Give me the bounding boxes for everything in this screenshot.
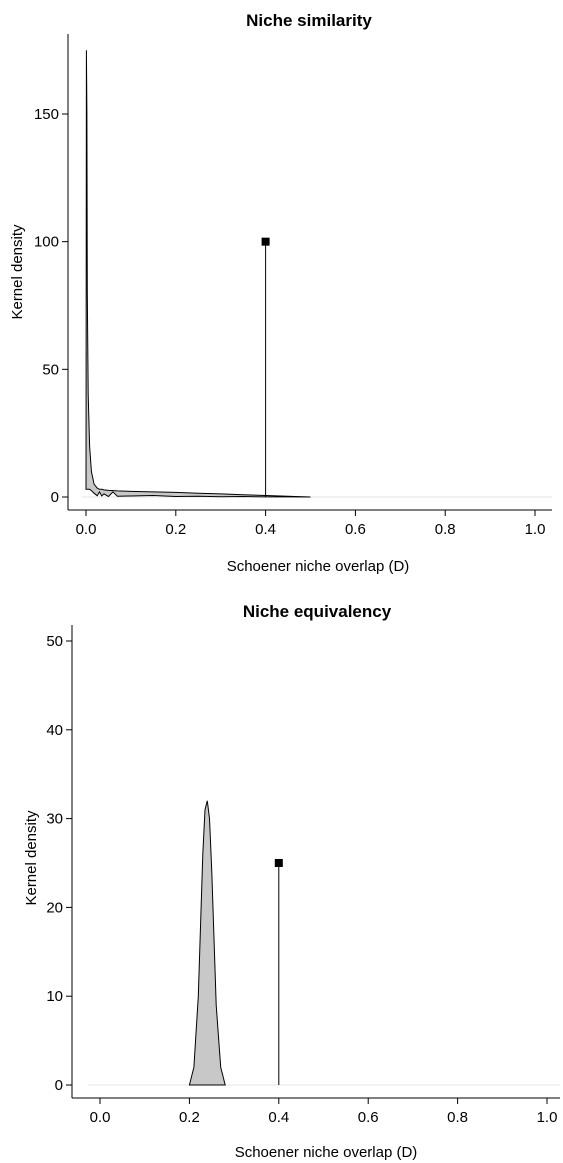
plot-area [82, 50, 552, 498]
y-tick-label: 20 [46, 899, 63, 916]
density-curve [85, 50, 311, 498]
y-tick-label: 30 [46, 811, 63, 828]
x-tick-label: 0.4 [255, 521, 276, 538]
x-tick-label: 0.6 [345, 521, 366, 538]
y-tick-label: 150 [34, 106, 59, 123]
x-axis-label: Schoener niche overlap (D) [235, 1144, 418, 1161]
y-axis-label: Kernel density [23, 810, 40, 906]
x-tick-label: 0.8 [447, 1109, 468, 1126]
x-tick-label: 1.0 [525, 521, 546, 538]
y-axis: 0 10 20 30 40 50 Kernel density [23, 625, 73, 1098]
chart-panel-niche-similarity: Niche similarity 0 50 100 150 Kernel densit… [0, 0, 563, 580]
x-axis-label: Schoener niche overlap (D) [227, 558, 410, 575]
x-tick-label: 0.0 [90, 1109, 111, 1126]
y-tick-label: 40 [46, 722, 63, 739]
y-tick-label: 10 [46, 988, 63, 1005]
x-tick-label: 0.0 [76, 521, 97, 538]
x-tick-label: 1.0 [537, 1109, 558, 1126]
y-axis: 0 50 100 150 Kernel density [9, 34, 69, 510]
x-tick-label: 0.2 [179, 1109, 200, 1126]
plot-area [88, 800, 560, 1086]
y-tick-label: 50 [42, 361, 59, 378]
x-axis: 0.0 0.2 0.4 0.6 0.8 1.0 Schoener niche overla… [68, 509, 552, 575]
x-tick-label: 0.4 [268, 1109, 289, 1126]
x-tick-label: 0.6 [358, 1109, 379, 1126]
x-axis: 0.0 0.2 0.4 0.6 0.8 1.0 Schoener niche overla… [72, 1097, 560, 1161]
chart-title: Niche equivalency [243, 602, 392, 621]
x-ticks: 0.0 0.2 0.4 0.6 0.8 1.0 [90, 1098, 558, 1126]
y-ticks: 0 50 100 150 [34, 106, 68, 506]
x-tick-label: 0.8 [435, 521, 456, 538]
observed-overlap-marker [274, 859, 283, 867]
y-tick-label: 100 [34, 234, 59, 251]
chart-niche-equivalency: Niche equivalency 0 10 20 30 40 50 Kernel den… [23, 602, 560, 1161]
y-tick-label: 0 [51, 489, 59, 506]
x-tick-label: 0.2 [165, 521, 186, 538]
y-ticks: 0 10 20 30 40 50 [46, 633, 72, 1094]
chart-panel-niche-equivalency: Niche equivalency 0 10 20 30 40 50 Kernel den… [0, 580, 563, 1163]
y-tick-label: 50 [46, 633, 63, 650]
x-ticks: 0.0 0.2 0.4 0.6 0.8 1.0 [76, 510, 546, 538]
y-tick-label: 0 [55, 1077, 63, 1094]
chart-title: Niche similarity [246, 11, 372, 30]
y-axis-label: Kernel density [9, 224, 26, 320]
density-curve [188, 800, 226, 1086]
chart-niche-similarity: Niche similarity 0 50 100 150 Kernel densit… [9, 11, 552, 575]
observed-overlap-marker [261, 237, 270, 246]
